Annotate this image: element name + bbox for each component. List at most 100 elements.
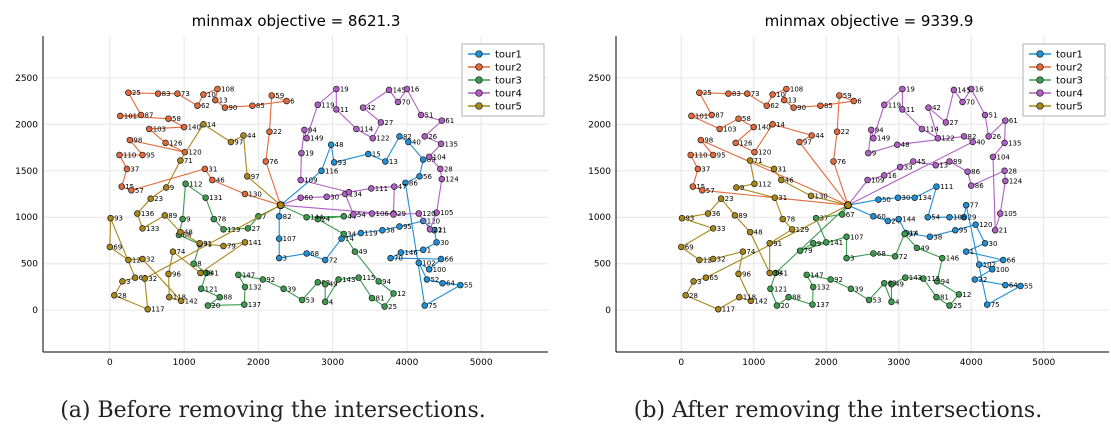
node-label: 91 (773, 240, 782, 248)
node-label: 89 (168, 212, 177, 220)
node-marker (200, 91, 207, 98)
x-tick-label: 4000 (960, 358, 983, 368)
node-label: 69 (113, 243, 122, 251)
node-label: 83 (162, 90, 171, 98)
node-marker (321, 280, 329, 288)
node-marker (1002, 117, 1009, 124)
node-marker (920, 275, 927, 282)
node-label: 21 (438, 227, 447, 235)
node-label: 38 (933, 233, 942, 241)
node-label: 25 (132, 89, 141, 97)
node-marker (333, 106, 340, 113)
x-tick-label: 2000 (247, 358, 270, 368)
node-label: 97 (803, 138, 812, 146)
legend-marker (475, 63, 483, 71)
series-tour5: 1304631711129317812991384889233693336912… (677, 157, 852, 314)
node-label: 124 (445, 176, 459, 184)
y-tick-label: 1000 (588, 213, 611, 223)
x-tick-label: 3000 (887, 358, 910, 368)
node-label: 97 (234, 138, 243, 146)
node-marker (212, 96, 219, 104)
node-marker (190, 260, 198, 267)
node-marker (382, 158, 389, 165)
node-marker (836, 92, 843, 99)
node-label: 142 (185, 297, 198, 305)
node-label: 137 (816, 301, 829, 309)
node-marker (1017, 282, 1024, 290)
node-marker (415, 259, 423, 267)
node-label: 3 (126, 278, 130, 286)
node-label: 94 (308, 126, 317, 134)
node-marker (694, 165, 702, 173)
node-label: 122 (376, 135, 389, 143)
node-label: 114 (925, 125, 939, 133)
node-label: 61 (445, 117, 454, 125)
node-marker (200, 121, 207, 128)
node-marker (177, 228, 184, 236)
node-marker (763, 102, 771, 109)
node-label: 144 (310, 214, 324, 222)
node-label: 20 (211, 302, 220, 310)
node-label: 73 (751, 90, 760, 98)
node-label: 134 (349, 191, 363, 199)
node-label: 9 (740, 184, 744, 192)
node-label: 126 (739, 139, 753, 147)
node-marker (262, 158, 270, 165)
node-marker (827, 276, 834, 283)
legend-marker (1036, 89, 1044, 97)
x-tick-label: 4000 (395, 358, 418, 368)
node-marker (880, 172, 888, 179)
node-marker (926, 233, 934, 241)
node-label: 143 (909, 274, 922, 282)
node-marker (154, 90, 162, 97)
node-label: 97 (908, 230, 917, 238)
node-label: 120 (979, 221, 992, 229)
node-marker (437, 255, 445, 263)
node-label: 46 (216, 177, 225, 185)
node-marker (967, 85, 975, 93)
node-label: 92 (834, 276, 843, 284)
node-label: 93 (338, 159, 347, 167)
node-label: 96 (172, 270, 181, 278)
legend-marker (475, 50, 483, 58)
node-label: 31 (208, 165, 217, 173)
node-label: 106 (375, 210, 389, 218)
node-label: 82 (968, 133, 977, 141)
node-label: 53 (873, 296, 882, 304)
node-marker (1001, 139, 1008, 147)
node-label: 75 (991, 301, 1000, 309)
node-label: 78 (217, 216, 226, 224)
node-label: 24 (321, 216, 330, 224)
node-marker (125, 256, 132, 264)
y-tick-label: 0 (605, 306, 611, 316)
node-marker (403, 85, 411, 93)
node-label: 15 (696, 183, 705, 191)
node-label: 149 (310, 135, 323, 143)
node-marker (169, 248, 177, 255)
node-label: 103 (723, 125, 736, 133)
panel-a: minmax objective = 8621.3 (a) Before rem… (15, 12, 548, 423)
node-label: 89 (738, 212, 747, 220)
node-label: 37 (130, 165, 139, 173)
node-label: 32 (146, 256, 155, 264)
node-marker (964, 168, 971, 175)
node-label: 130 (249, 191, 262, 199)
node-label: 68 (310, 250, 319, 258)
node-label: 77 (970, 202, 979, 210)
node-marker (118, 183, 125, 190)
node-label: 98 (133, 137, 142, 145)
node-label: 133 (146, 225, 159, 233)
node-label: 83 (732, 90, 741, 98)
node-marker (962, 248, 970, 255)
y-tick-label: 2500 (15, 74, 38, 84)
node-marker (779, 215, 786, 223)
node-label: 20 (780, 302, 789, 310)
node-marker (162, 139, 169, 147)
node-label: 90 (797, 104, 806, 112)
node-label: 130 (815, 192, 828, 200)
node-label: 74 (176, 248, 185, 256)
node-label: 143 (342, 276, 355, 284)
node-marker (241, 301, 248, 308)
node-marker (457, 281, 464, 289)
